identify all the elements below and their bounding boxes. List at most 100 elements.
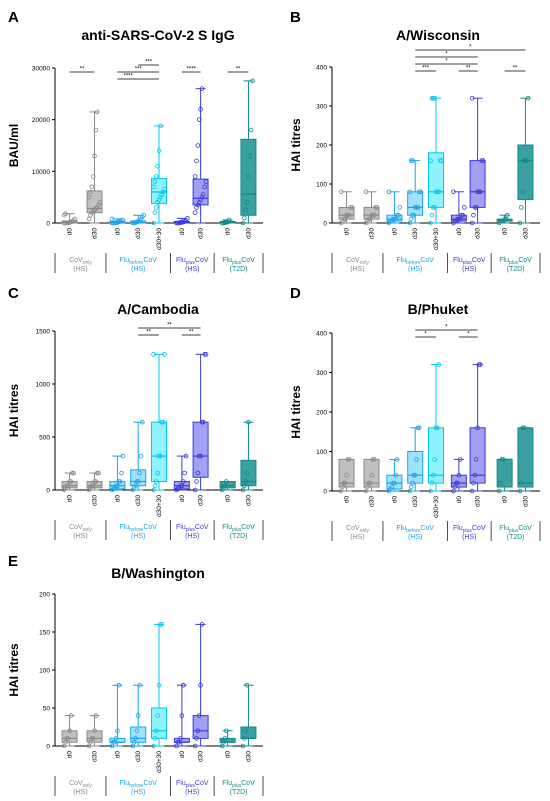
box-d0: d0: [496, 212, 513, 235]
data-point: [517, 220, 523, 226]
data-point: [432, 95, 437, 101]
significance-label: **: [167, 323, 172, 329]
data-point: [72, 216, 78, 222]
group-label-main: Flu: [176, 257, 186, 264]
data-point: [67, 728, 72, 734]
x-tick-label: d30: [198, 228, 205, 239]
x-tick-label: d30+30: [156, 751, 163, 773]
data-point: [86, 743, 92, 749]
data-point: [428, 220, 433, 226]
y-axis-label: HAI titres: [7, 643, 21, 697]
box-d0: d0: [386, 189, 403, 235]
data-point: [369, 472, 374, 478]
box-d30: d30: [240, 78, 257, 239]
data-point: [174, 743, 179, 749]
data-point: [156, 682, 162, 688]
data-point: [453, 480, 459, 486]
box-d30: d30: [86, 713, 103, 762]
box-iqr: [151, 707, 167, 739]
data-point: [519, 205, 524, 210]
group-label-tail: CoV: [518, 525, 532, 532]
x-tick-label: d30: [412, 228, 419, 239]
data-point: [134, 479, 140, 484]
data-point: [222, 483, 228, 489]
data-point: [192, 174, 198, 179]
data-point: [393, 472, 399, 478]
data-point: [410, 212, 415, 218]
data-point: [242, 483, 247, 489]
group-label: CoVonly: [346, 257, 369, 266]
box-d0: d0: [219, 217, 236, 235]
group-cohort: (HS): [185, 789, 199, 796]
group-label-tail: CoV: [472, 257, 486, 264]
group-label: FlubeforeCoV: [119, 780, 157, 789]
data-point: [155, 713, 160, 718]
group-cohort: (HS): [462, 266, 476, 273]
box-d30: d30: [469, 95, 486, 239]
data-point: [162, 187, 167, 192]
box-iqr: [469, 427, 486, 484]
panel-letter: A: [8, 9, 19, 26]
data-point: [90, 483, 96, 489]
group-cohort: (T2D): [230, 533, 248, 540]
group-label-sub: plus: [463, 260, 473, 266]
data-point: [192, 743, 198, 749]
box-d0: d0: [338, 189, 355, 235]
data-point: [476, 362, 482, 367]
data-point: [96, 470, 101, 476]
x-tick-label: d0: [225, 751, 232, 759]
data-point: [394, 212, 400, 218]
data-point: [480, 158, 486, 163]
data-point: [498, 218, 503, 224]
data-point: [199, 622, 205, 627]
box-d30: d30: [192, 86, 209, 239]
group-label-main: Flu: [119, 524, 129, 531]
data-point: [371, 212, 377, 218]
data-point: [151, 184, 156, 190]
group-label-sub: before: [406, 528, 420, 534]
data-point: [338, 189, 344, 195]
group-label-sub: before: [406, 260, 420, 266]
data-point: [411, 472, 417, 478]
data-point: [410, 480, 415, 486]
data-point: [178, 736, 183, 741]
group-label-main: CoV: [69, 780, 83, 787]
data-point: [158, 622, 163, 627]
group-label-main: CoV: [69, 524, 83, 531]
data-point: [459, 212, 464, 218]
data-point: [133, 483, 138, 489]
panel-d: D B/Phuket HAI titres 0 100 200 300 400 d0 d30 d0 d…: [289, 285, 541, 541]
box-d0: d0: [61, 211, 78, 235]
box-d30: d30: [363, 189, 380, 239]
data-point: [455, 216, 460, 222]
data-point: [473, 457, 479, 462]
data-point: [397, 205, 403, 210]
box-iqr: [517, 427, 534, 488]
data-point: [137, 470, 142, 476]
x-tick-label: d30: [135, 751, 142, 762]
data-point: [496, 488, 502, 494]
data-point: [64, 483, 70, 489]
group-label-main: CoV: [69, 257, 83, 264]
group-label-main: Flu: [176, 780, 186, 787]
data-point: [93, 127, 99, 133]
box-d0: d0: [450, 189, 467, 235]
data-point: [192, 210, 198, 215]
significance-label: *: [445, 325, 448, 331]
data-point: [408, 484, 414, 490]
box-d0: d0: [219, 728, 236, 759]
data-point: [94, 470, 100, 476]
data-point: [369, 212, 374, 218]
data-point: [390, 480, 396, 486]
x-tick-label: d30: [369, 228, 376, 239]
x-tick-label: d30+30: [156, 495, 163, 517]
group-cohort: (HS): [350, 534, 364, 541]
data-point: [520, 189, 526, 195]
data-point: [63, 211, 68, 217]
box-d0: d0: [173, 216, 190, 235]
box-d0: d0: [173, 453, 190, 502]
y-tick-label: 100: [316, 449, 327, 456]
group-cohort: (T2D): [230, 266, 248, 273]
data-point: [133, 736, 138, 741]
data-point: [88, 189, 93, 195]
